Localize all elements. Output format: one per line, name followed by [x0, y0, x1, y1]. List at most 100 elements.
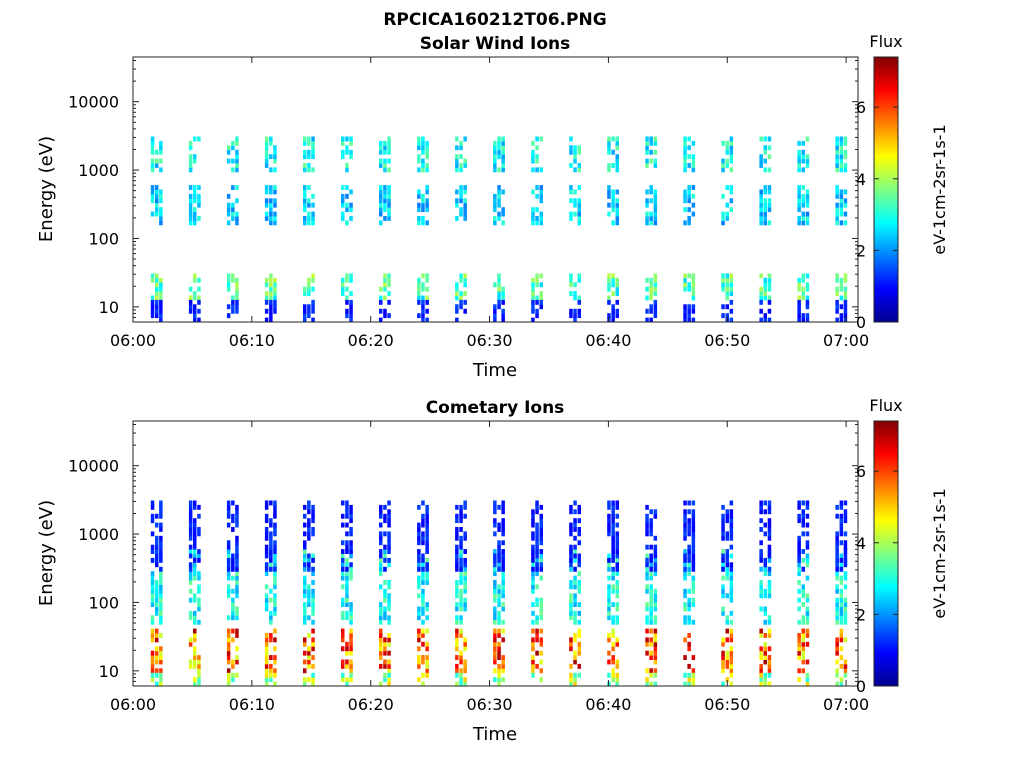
heatmap-cell — [311, 606, 315, 612]
heatmap-cell — [539, 518, 543, 524]
heatmap-cell — [835, 202, 839, 208]
heatmap-cell — [645, 553, 649, 559]
heatmap-cell — [226, 158, 231, 164]
heatmap-cell — [801, 659, 805, 665]
heatmap-cell — [683, 575, 687, 581]
heatmap-cell — [645, 518, 649, 524]
heatmap-cell — [763, 588, 767, 594]
heatmap-cell — [155, 282, 159, 288]
heatmap-cell — [197, 202, 201, 208]
heatmap-cell — [611, 304, 615, 310]
heatmap-cell — [303, 588, 307, 594]
heatmap-cell — [345, 286, 349, 292]
heatmap-cell — [535, 295, 539, 301]
heatmap-cell — [577, 313, 581, 319]
heatmap-cell — [763, 677, 767, 683]
heatmap-cell — [307, 308, 311, 314]
heatmap-cell — [607, 527, 611, 532]
x-tick-label: 06:30 — [467, 695, 513, 714]
heatmap-cell — [188, 154, 193, 160]
heatmap-cell — [463, 562, 467, 568]
heatmap-cell — [577, 619, 581, 625]
heatmap-cell — [269, 610, 273, 616]
heatmap-cell — [531, 189, 535, 195]
heatmap-cell — [188, 286, 193, 292]
heatmap-cell — [303, 149, 307, 155]
heatmap-cell — [607, 562, 611, 568]
heatmap-cell — [155, 553, 159, 559]
heatmap-cell — [497, 663, 501, 669]
heatmap-cell — [159, 593, 163, 599]
heatmap-cell — [264, 602, 269, 607]
heatmap-cell — [805, 606, 810, 612]
heatmap-cell — [269, 518, 273, 524]
heatmap-cell — [273, 602, 277, 607]
heatmap-cell — [801, 641, 805, 647]
heatmap-cell — [615, 540, 619, 546]
heatmap-cell — [226, 504, 231, 510]
heatmap-cell — [759, 628, 763, 634]
heatmap-cell — [539, 220, 543, 226]
heatmap-cell — [425, 544, 429, 550]
heatmap-cell — [573, 677, 577, 683]
heatmap-cell — [425, 575, 429, 581]
heatmap-cell — [345, 273, 349, 279]
heatmap-cell — [835, 193, 839, 199]
heatmap-cell — [421, 602, 425, 607]
heatmap-cell — [150, 650, 155, 656]
heatmap-cell — [801, 185, 805, 190]
heatmap-cell — [611, 553, 615, 559]
heatmap-cell — [577, 216, 581, 221]
heatmap-cell — [383, 677, 387, 683]
heatmap-cell — [767, 154, 772, 160]
heatmap-cell — [188, 637, 193, 643]
heatmap-cell — [531, 286, 535, 292]
heatmap-cell — [649, 295, 653, 301]
heatmap-cell — [193, 136, 197, 142]
heatmap-cell — [839, 637, 844, 643]
heatmap-cell — [649, 282, 653, 288]
heatmap-cell — [235, 522, 239, 528]
heatmap-cell — [531, 557, 535, 563]
heatmap-cell — [264, 308, 269, 314]
heatmap-cell — [307, 655, 311, 660]
heatmap-cell — [763, 211, 767, 217]
heatmap-cell — [729, 273, 734, 279]
heatmap-cell — [345, 610, 349, 616]
heatmap-cell — [459, 189, 463, 195]
heatmap-cell — [269, 308, 273, 314]
heatmap-cell — [421, 619, 425, 625]
heatmap-cell — [345, 566, 349, 572]
colorbar-tick-label: 2 — [856, 605, 866, 624]
heatmap-cell — [307, 597, 311, 603]
heatmap-cell — [155, 308, 159, 314]
heatmap-cell — [459, 163, 463, 168]
heatmap-cell — [839, 286, 844, 292]
heatmap-cell — [387, 167, 391, 173]
heatmap-cell — [687, 522, 691, 528]
colorbar-tick-label: 2 — [856, 241, 866, 260]
heatmap-cell — [759, 588, 763, 594]
heatmap-cell — [425, 286, 429, 292]
axes-solar-wind: 06:00 06:10 06:20 06:30 06:40 06:50 07:0010100… — [68, 57, 869, 350]
heatmap-cell — [455, 584, 459, 590]
heatmap-cell — [835, 646, 839, 652]
heatmap-cell — [539, 198, 543, 204]
heatmap-cell — [417, 575, 421, 581]
heatmap-cell — [459, 672, 463, 678]
heatmap-cell — [805, 220, 810, 226]
heatmap-cell — [493, 193, 497, 199]
heatmap-cell — [264, 646, 269, 652]
heatmap-cell — [155, 668, 159, 674]
heatmap-cell — [763, 145, 767, 151]
heatmap-cell — [421, 317, 425, 323]
heatmap-cell — [797, 158, 801, 164]
heatmap-cell — [607, 273, 611, 279]
heatmap-cell — [645, 566, 649, 572]
heatmap-cell — [493, 202, 497, 208]
heatmap-cell — [493, 313, 497, 319]
heatmap-cell — [463, 584, 467, 590]
heatmap-cell — [421, 273, 425, 279]
heatmap-cell — [150, 158, 155, 164]
heatmap-cell — [839, 580, 844, 585]
